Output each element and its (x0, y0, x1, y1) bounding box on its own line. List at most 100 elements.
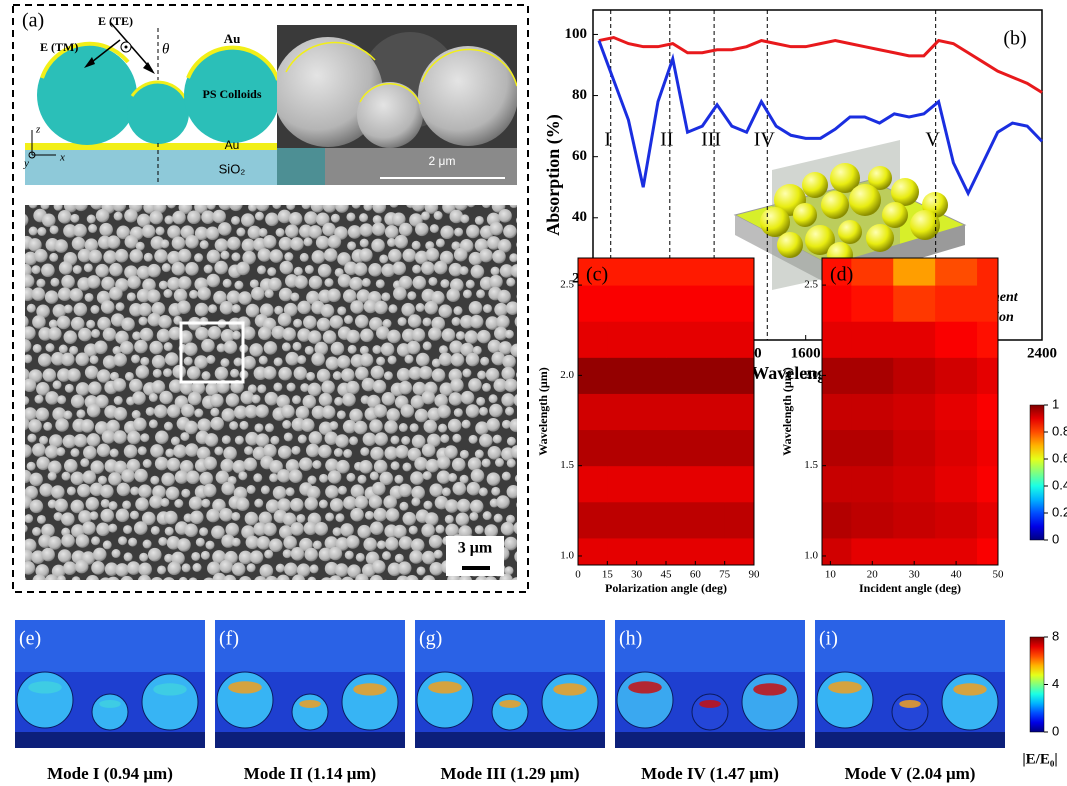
sem-particle (405, 355, 414, 364)
sem-particle (61, 275, 75, 289)
field-sphere (342, 674, 398, 730)
sem-particle (394, 235, 408, 249)
sem-particle (449, 392, 463, 406)
sem-particle (374, 460, 388, 474)
sem-particle (413, 276, 427, 290)
field-hotspot (828, 681, 862, 693)
sem-particle (285, 224, 299, 238)
sem-particle (152, 355, 166, 369)
sem-particle (151, 526, 160, 535)
heatmap-cell (607, 466, 666, 503)
sem-particle (87, 275, 101, 289)
y-tick-label: 2.0 (560, 369, 574, 381)
sem-particle (134, 340, 148, 354)
sem-particle (489, 394, 498, 403)
sem-particle (440, 225, 454, 239)
sem-particle (133, 417, 147, 431)
sem-particle (501, 393, 515, 407)
sem-particle (312, 250, 326, 264)
sem-particle (379, 254, 388, 263)
sem-particle (121, 469, 135, 483)
sem-particle (346, 473, 355, 482)
sem-particle (182, 563, 191, 572)
sem-particle (116, 509, 130, 523)
sem-particle (390, 435, 399, 444)
sem-particle (417, 566, 426, 575)
scale-label: 3 μm (458, 540, 493, 557)
sem-particle (407, 341, 421, 355)
sem-particle (194, 253, 203, 262)
sem-particle (59, 261, 73, 275)
sem-particle (516, 240, 525, 249)
sem-particle (179, 577, 188, 586)
sem-particle (210, 394, 224, 408)
sem-particle (340, 523, 354, 537)
sem-particle (304, 548, 318, 562)
sem-particle (108, 472, 122, 486)
sem-particle (114, 396, 123, 405)
sem-particle (219, 508, 233, 522)
sem-particle (76, 382, 90, 396)
sem-particle (454, 408, 463, 417)
sem-particle (161, 473, 175, 487)
sem-particle (317, 369, 331, 383)
sem-particle (415, 223, 429, 237)
sem-particle (491, 487, 500, 496)
sem-particle (87, 404, 101, 418)
sem-particle (129, 249, 143, 263)
sem-particle (57, 395, 66, 404)
sem-particle (138, 575, 152, 589)
sem-particle (346, 381, 360, 395)
sem-particle (445, 499, 459, 513)
sem-particle (290, 292, 299, 301)
sem-particle (395, 554, 404, 563)
field-sphere (742, 674, 798, 730)
sem-particle (165, 448, 174, 457)
sem-particle (58, 210, 72, 224)
sem-particle (489, 404, 503, 418)
sem-particle (33, 344, 42, 353)
sem-particle (96, 523, 110, 537)
sem-particle (422, 551, 436, 565)
sem-particle (97, 369, 111, 383)
heatmap-cell (607, 502, 666, 539)
sem-particle (310, 564, 319, 573)
sem-particle (337, 355, 351, 369)
sem-particle (82, 470, 96, 484)
sem-particle (220, 301, 234, 315)
sem-particle (335, 563, 349, 577)
sem-particle (54, 239, 68, 253)
sem-particle (421, 391, 435, 405)
sem-particle (127, 275, 141, 289)
sem-particle (29, 227, 38, 236)
sem-particle (122, 500, 131, 509)
sem-particle (298, 435, 307, 444)
sem-particle (177, 300, 191, 314)
label-ps: PS Colloids (202, 87, 261, 101)
sem-particle (466, 225, 480, 239)
sem-particle (69, 288, 83, 302)
sem-particle (305, 346, 314, 355)
sem-particle (45, 343, 54, 352)
sem-particle (442, 487, 451, 496)
sem-particle (86, 320, 95, 329)
sem-particle (346, 535, 360, 549)
sem-particle (321, 380, 335, 394)
mode-caption: Mode III (1.29 μm) (440, 764, 579, 783)
sem-particle (108, 524, 117, 533)
sem-particle (208, 304, 217, 313)
sem-particle (112, 549, 121, 558)
field-hotspot (899, 700, 921, 708)
sem-particle (164, 422, 173, 431)
sem-particle (18, 444, 32, 458)
sem-particle (358, 475, 367, 484)
field-sphere (542, 674, 598, 730)
sem-particle (414, 457, 428, 471)
sem-particle (377, 540, 386, 549)
sem-particle (202, 371, 211, 380)
sem-particle (167, 199, 176, 208)
sem-particle (371, 239, 385, 253)
sem-particle (507, 437, 516, 446)
sem-particle (252, 395, 261, 404)
sem-particle (53, 304, 67, 318)
